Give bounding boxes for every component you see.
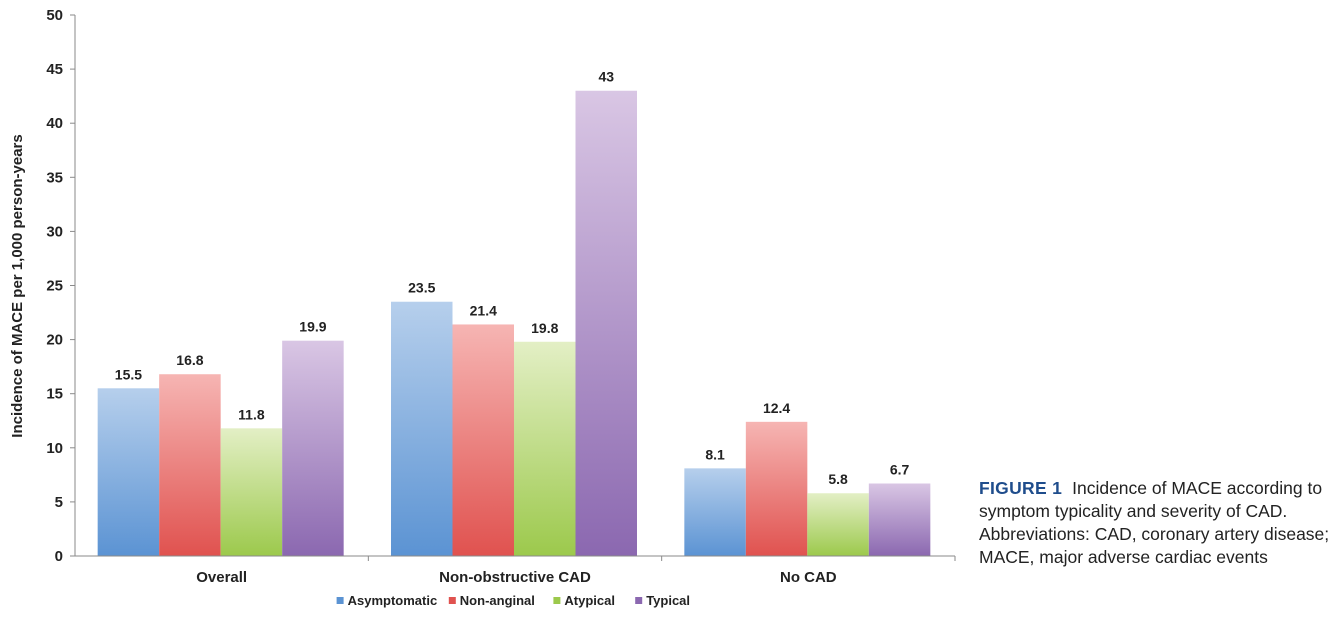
x-tick-label: Overall xyxy=(196,569,247,586)
y-tick-label: 20 xyxy=(46,332,63,349)
x-tick-label: Non-obstructive CAD xyxy=(439,569,591,586)
figure-caption: FIGURE 1 Incidence of MACE according to s… xyxy=(979,477,1331,569)
bar xyxy=(684,468,746,556)
y-tick-label: 35 xyxy=(46,169,63,186)
y-tick-label: 5 xyxy=(55,494,63,511)
y-tick-label: 45 xyxy=(46,61,63,78)
bar xyxy=(807,493,869,556)
legend-label: Asymptomatic xyxy=(348,593,438,608)
data-label: 6.7 xyxy=(890,462,910,478)
legend: Asymptomatic Non-anginal Atypical Typical xyxy=(336,593,690,608)
y-axis: 0 5 10 15 20 25 30 35 40 45 50 xyxy=(46,7,76,565)
figure-label: FIGURE 1 xyxy=(979,478,1063,498)
data-label: 12.4 xyxy=(763,400,790,416)
data-label: 15.5 xyxy=(115,366,142,382)
x-axis: Overall Non-obstructive CAD No CAD xyxy=(75,555,956,586)
bar xyxy=(745,421,808,556)
data-labels: 15.5 16.8 11.8 19.9 23.5 21.4 19.8 43 8.1 12.4 5.8… xyxy=(115,69,910,488)
data-label: 8.1 xyxy=(705,446,725,462)
bar xyxy=(220,428,283,556)
data-label: 5.8 xyxy=(828,471,848,487)
legend-swatch xyxy=(336,597,344,604)
legend-swatch xyxy=(553,597,561,604)
bar xyxy=(282,340,344,556)
data-label: 43 xyxy=(598,69,614,85)
bar xyxy=(159,374,221,556)
bar xyxy=(514,341,576,556)
data-label: 19.8 xyxy=(531,320,558,336)
x-tick-label: No CAD xyxy=(780,569,837,586)
y-tick-label: 25 xyxy=(46,278,63,295)
y-tick-label: 0 xyxy=(55,548,63,565)
data-label: 23.5 xyxy=(408,280,435,296)
y-tick-label: 10 xyxy=(46,440,63,457)
y-tick-label: 40 xyxy=(46,115,63,132)
caption-text: Incidence of MACE according to symptom t… xyxy=(979,478,1330,567)
legend-swatch xyxy=(635,597,643,604)
y-tick-label: 15 xyxy=(46,386,63,403)
data-label: 11.8 xyxy=(238,406,265,422)
y-axis-title: Incidence of MACE per 1,000 person-years xyxy=(9,134,26,437)
bars xyxy=(97,90,931,557)
legend-swatch xyxy=(448,597,456,604)
y-tick-label: 50 xyxy=(46,7,63,24)
y-tick-label: 30 xyxy=(46,223,63,240)
bar xyxy=(391,301,453,556)
legend-label: Non-anginal xyxy=(460,593,535,608)
bar xyxy=(97,388,160,556)
legend-label: Atypical xyxy=(564,593,615,608)
bar-chart: 0 5 10 15 20 25 30 35 40 45 50 15.5 16.8 11.8 19.9 23.… xyxy=(9,7,956,608)
legend-label: Typical xyxy=(646,593,690,608)
data-label: 21.4 xyxy=(470,302,497,318)
bar xyxy=(868,483,931,556)
data-label: 19.9 xyxy=(299,319,326,335)
data-label: 16.8 xyxy=(176,352,203,368)
bar xyxy=(452,324,514,556)
bar xyxy=(575,90,637,557)
